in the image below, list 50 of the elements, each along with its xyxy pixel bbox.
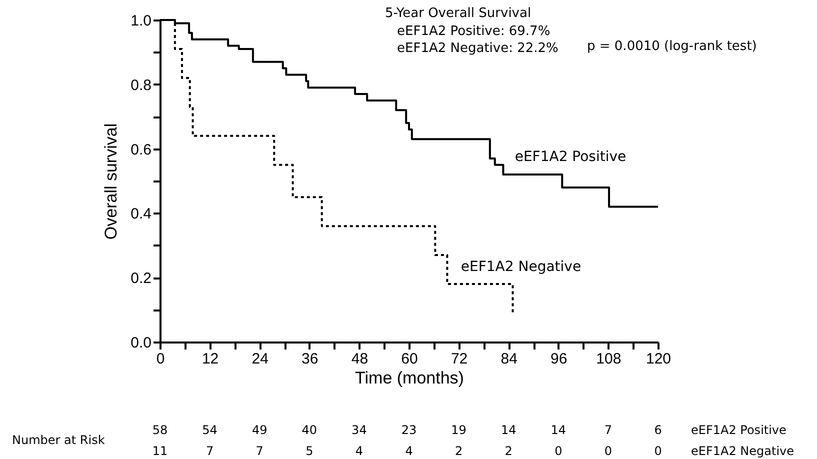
x-tick-label: 0 <box>156 350 165 368</box>
x-tick-label: 36 <box>302 350 318 368</box>
x-tick-label: 24 <box>252 350 268 368</box>
text: 4 <box>355 444 364 458</box>
text: eEF1A2 Negative <box>691 444 794 458</box>
text: 4 <box>405 444 413 458</box>
text: 2 <box>504 444 512 458</box>
x-tick-label: 108 <box>596 350 622 368</box>
annotation: p = 0.0010 (log-rank test) <box>587 39 757 54</box>
text: 5 <box>306 444 314 458</box>
text: 23 <box>401 423 417 437</box>
text: 7 <box>604 423 612 437</box>
annotation: 5-Year Overall Survival <box>385 6 532 21</box>
text: 34 <box>352 423 367 437</box>
y-tick-label: 0.2 <box>130 270 152 288</box>
text: 0 <box>604 444 612 458</box>
x-tick-label: 60 <box>401 350 418 368</box>
text: 49 <box>252 423 268 437</box>
text: 7 <box>206 444 214 458</box>
x-axis-title: Time (months) <box>355 368 464 388</box>
text: 19 <box>451 423 466 437</box>
text: 40 <box>302 423 318 437</box>
x-tick-label: 96 <box>550 350 568 368</box>
x-tick-label: 84 <box>500 350 518 368</box>
series-label: eEF1A2 Positive <box>514 148 626 165</box>
text: 6 <box>654 423 662 437</box>
text: 7 <box>256 444 264 458</box>
text: 0 <box>654 444 662 458</box>
x-tick-label: 48 <box>351 350 368 368</box>
y-axis-title: Overall survival <box>102 123 121 240</box>
text: 54 <box>202 423 218 437</box>
series-label: eEF1A2 Negative <box>460 258 582 275</box>
text: 0 <box>554 444 562 458</box>
x-tick-label: 12 <box>202 350 219 368</box>
y-tick-label: 1.0 <box>130 12 152 30</box>
x-tick-label: 72 <box>450 350 468 368</box>
text: eEF1A2 Positive <box>691 423 786 437</box>
y-tick-label: 0.8 <box>130 76 152 94</box>
text: 2 <box>454 444 463 458</box>
annotation: eEF1A2 Positive: 69.7% <box>397 24 550 39</box>
y-tick-label: 0.6 <box>130 141 152 158</box>
text: 58 <box>152 423 168 437</box>
text: 11 <box>152 444 168 458</box>
text: 14 <box>500 423 516 437</box>
annotation: eEF1A2 Negative: 22.2% <box>397 41 558 56</box>
text: Number at Risk <box>12 433 105 447</box>
x-tick-label: 120 <box>646 350 672 368</box>
y-tick-label: 0.4 <box>130 206 152 223</box>
text: 14 <box>550 423 566 437</box>
y-tick-label: 0.0 <box>130 334 152 352</box>
